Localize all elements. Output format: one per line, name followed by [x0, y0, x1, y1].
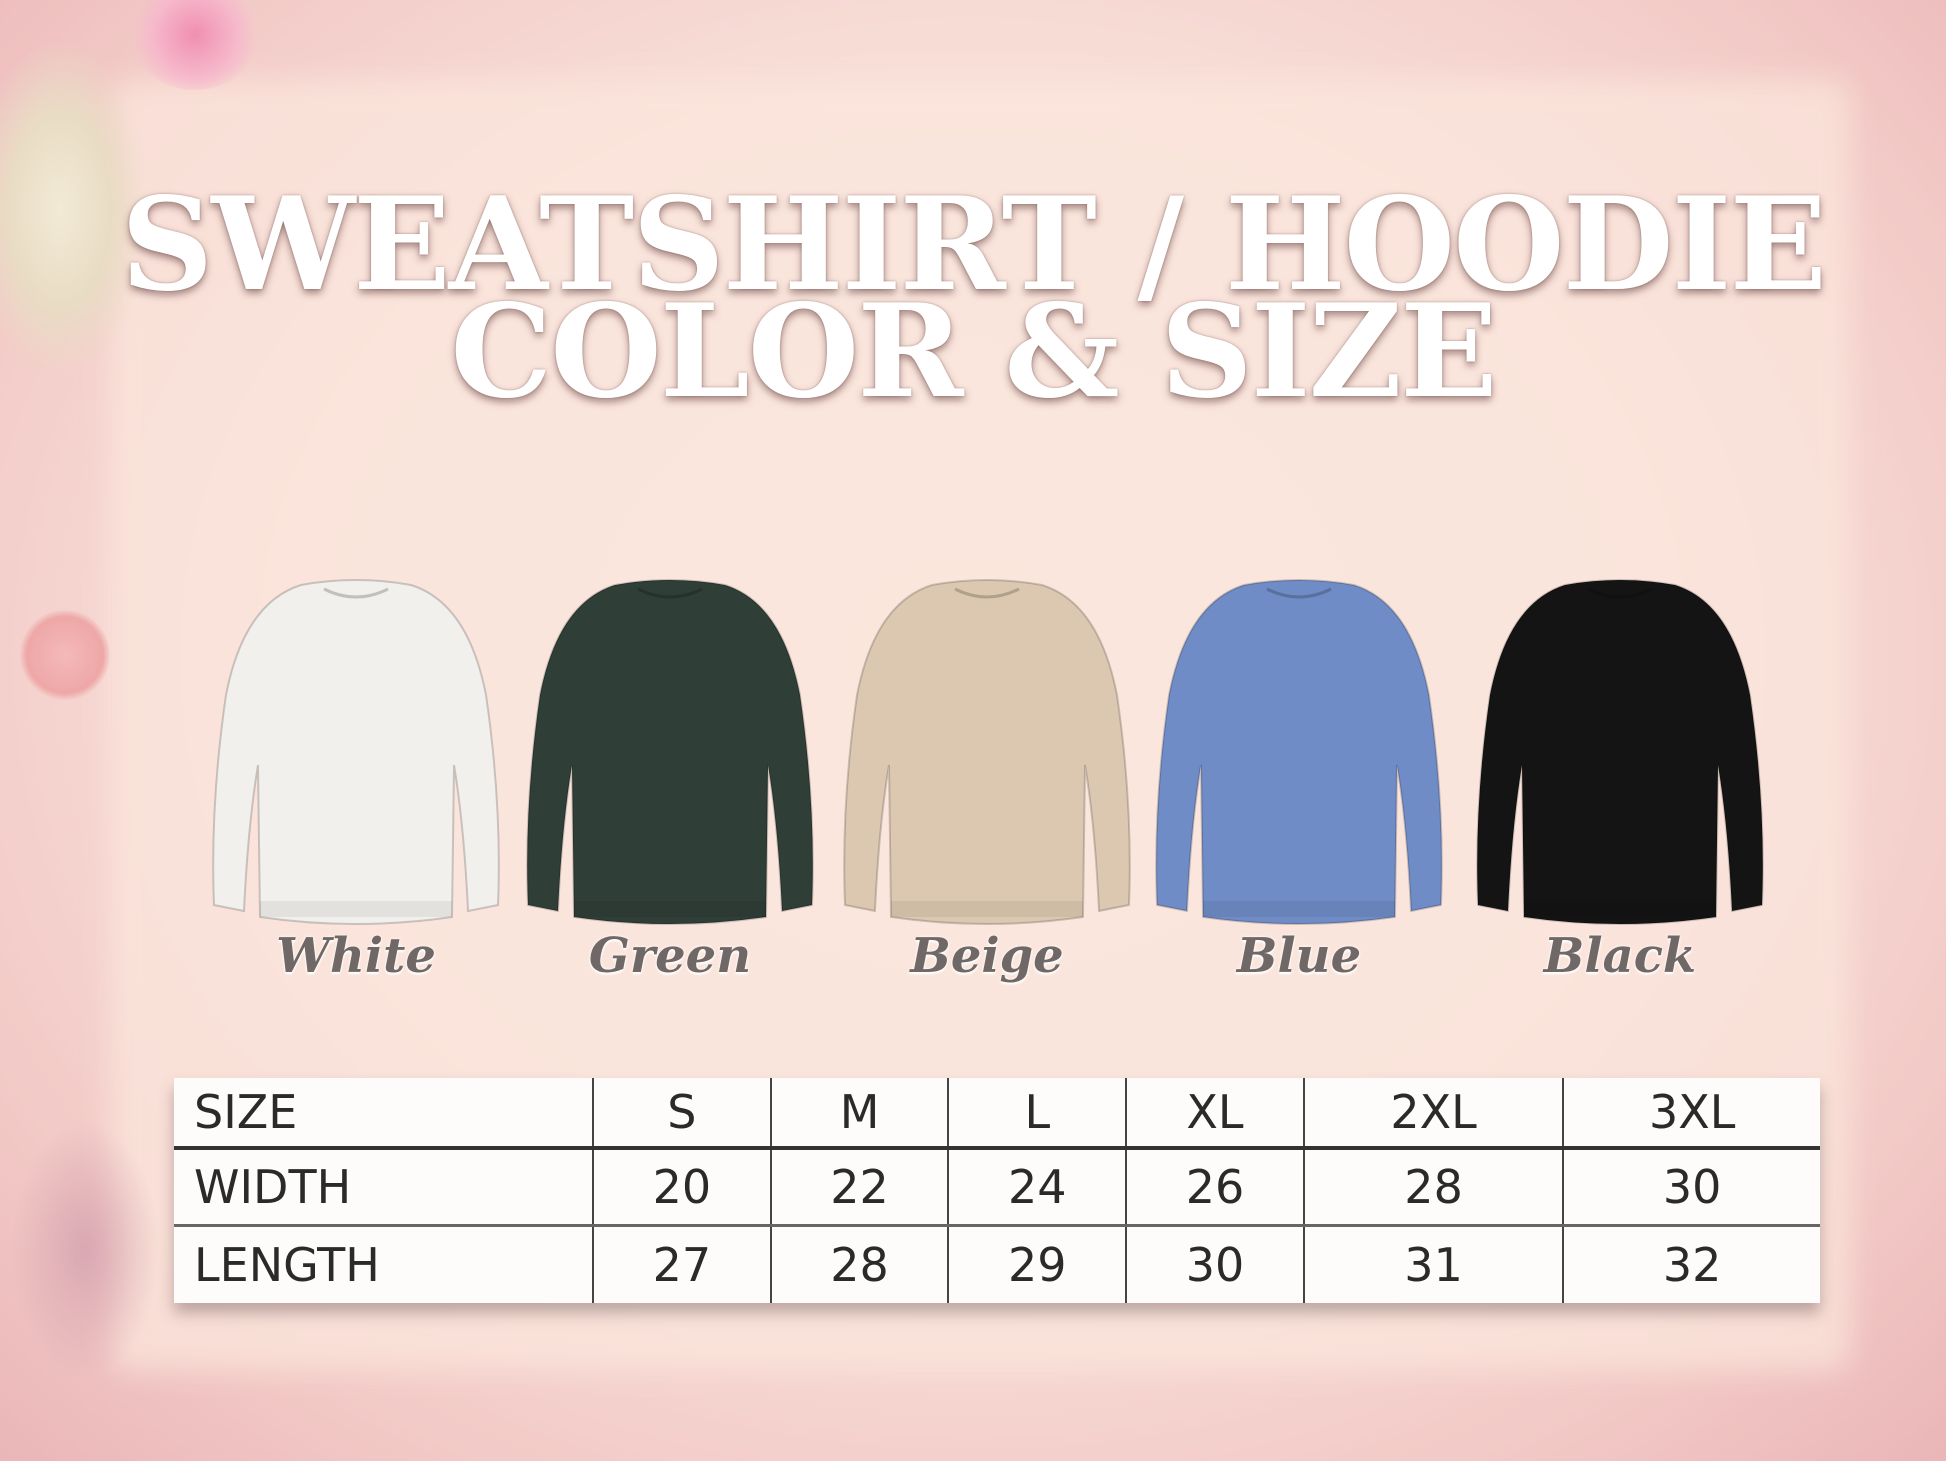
color-label: Blue [1236, 928, 1362, 984]
table-row-width: WIDTH 20 22 24 26 28 30 [174, 1148, 1820, 1227]
header-cell: S [592, 1078, 771, 1150]
sweatshirt-green-icon [520, 575, 820, 935]
leaf-decoration-icon [10, 1120, 160, 1380]
table-cell: 31 [1302, 1225, 1564, 1303]
sweatshirt-blue-icon [1149, 575, 1449, 935]
header-cell: XL [1125, 1078, 1304, 1150]
sweatshirt-black-icon [1470, 575, 1770, 935]
table-cell: 28 [769, 1225, 949, 1303]
color-label: Beige [910, 928, 1064, 984]
flower-decoration-icon [130, 0, 260, 90]
table-cell: 32 [1562, 1225, 1820, 1303]
header-cell: M [769, 1078, 949, 1150]
table-cell: 22 [769, 1148, 949, 1227]
table-cell: 28 [1302, 1148, 1564, 1227]
flower-decoration-icon [0, 40, 150, 380]
color-label: Black [1543, 928, 1697, 984]
color-label: Green [588, 928, 752, 984]
row-label: WIDTH [174, 1148, 593, 1227]
table-cell: 20 [592, 1148, 771, 1227]
table-cell: 24 [947, 1148, 1127, 1227]
title-line-1: SWEATSHIRT / HOODIE [120, 170, 1827, 320]
table-header-row: SIZE S M L XL 2XL 3XL [174, 1078, 1820, 1150]
table-cell: 27 [592, 1225, 771, 1303]
table-cell: 30 [1562, 1148, 1820, 1227]
sweatshirt-white-icon [206, 575, 506, 935]
header-cell: 2XL [1302, 1078, 1564, 1150]
table-row-length: LENGTH 27 28 29 30 31 32 [174, 1225, 1820, 1303]
table-cell: 26 [1125, 1148, 1304, 1227]
color-label: White [276, 928, 436, 984]
table-cell: 30 [1125, 1225, 1304, 1303]
header-cell: SIZE [174, 1078, 593, 1150]
header-cell: 3XL [1562, 1078, 1820, 1150]
size-chart-table: SIZE S M L XL 2XL 3XL WIDTH 20 22 24 26 … [174, 1078, 1820, 1303]
row-label: LENGTH [194, 1238, 380, 1292]
button-decoration-icon [20, 610, 110, 700]
table-cell: 29 [947, 1225, 1127, 1303]
title-line-2: COLOR & SIZE [450, 277, 1497, 427]
sweatshirt-beige-icon [837, 575, 1137, 935]
header-cell: L [947, 1078, 1127, 1150]
